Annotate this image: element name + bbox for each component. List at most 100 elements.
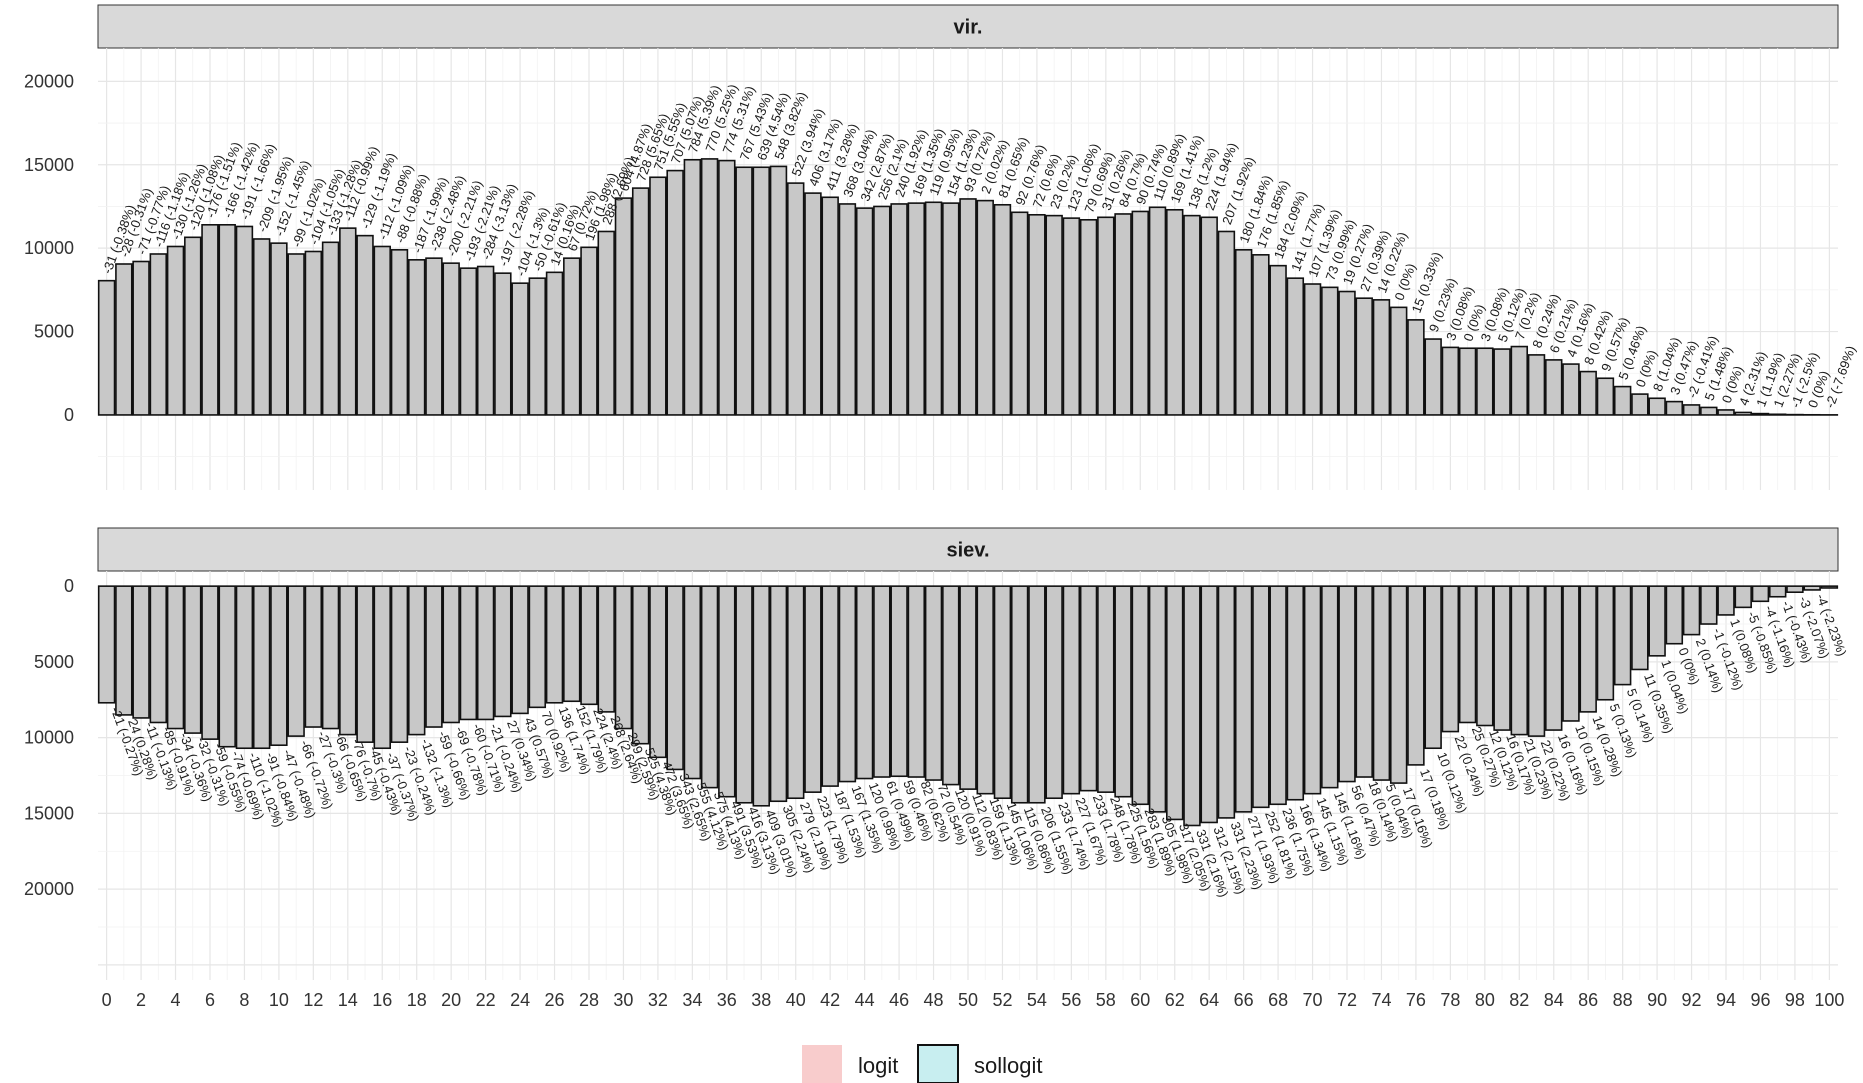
x-tick-label: 46	[889, 990, 909, 1010]
bar	[356, 234, 374, 416]
bar	[115, 263, 133, 416]
x-tick-label: 84	[1544, 990, 1564, 1010]
bar	[1717, 585, 1735, 616]
bar	[1820, 585, 1839, 589]
bar	[1010, 211, 1029, 416]
bar	[873, 205, 891, 416]
x-tick-label: 38	[751, 990, 771, 1010]
y-tick-label: 0	[64, 405, 74, 425]
bar	[907, 202, 926, 416]
bar	[580, 585, 598, 706]
bar	[1665, 585, 1684, 645]
bar	[993, 585, 1012, 800]
bar	[321, 241, 340, 416]
bar	[270, 585, 288, 747]
bar	[907, 585, 926, 778]
strip-siev-background	[97, 527, 1839, 572]
bar	[1562, 363, 1580, 416]
x-tick-label: 76	[1406, 990, 1426, 1010]
x-tick-label: 26	[545, 990, 565, 1010]
legend: logit sollogit	[802, 1044, 1042, 1083]
bar	[1045, 214, 1063, 416]
x-tick-label: 4	[171, 990, 181, 1010]
bar	[1407, 585, 1425, 766]
bar	[1286, 585, 1305, 801]
bar	[718, 159, 736, 416]
x-tick-label: 16	[372, 990, 392, 1010]
bars-siev	[97, 585, 1839, 827]
bar	[1596, 377, 1615, 416]
bar	[924, 201, 943, 416]
bar	[1303, 585, 1322, 795]
bar	[1183, 214, 1201, 416]
bar	[1631, 585, 1649, 671]
x-tick-label: 94	[1716, 990, 1736, 1010]
bar	[1579, 370, 1597, 416]
bar	[304, 250, 323, 416]
bar	[1579, 585, 1597, 713]
x-tick-label: 56	[1061, 990, 1081, 1010]
bar	[494, 272, 512, 416]
x-tick-label: 80	[1475, 990, 1495, 1010]
bar	[1682, 585, 1701, 636]
bar	[373, 585, 391, 750]
bars-vir	[97, 158, 1839, 416]
bar	[97, 585, 116, 704]
bar	[563, 585, 581, 703]
bar	[1269, 264, 1287, 416]
bar	[1545, 359, 1563, 416]
x-tick-label: 58	[1096, 990, 1116, 1010]
x-tick-label: 66	[1234, 990, 1254, 1010]
bar	[1252, 254, 1270, 416]
bar	[821, 585, 839, 787]
bar	[1338, 585, 1356, 783]
bar	[1768, 585, 1787, 598]
bar	[1389, 306, 1408, 416]
bar	[425, 257, 443, 416]
bar	[890, 203, 908, 416]
bar	[1114, 585, 1132, 798]
bar	[838, 203, 857, 416]
bar	[1079, 585, 1098, 792]
bar	[1700, 406, 1718, 416]
bar	[683, 585, 702, 780]
x-tick-label: 42	[820, 990, 840, 1010]
x-tick-label: 64	[1199, 990, 1219, 1010]
bar	[1355, 585, 1373, 778]
bar	[649, 585, 667, 759]
bar	[1303, 283, 1322, 416]
bar	[166, 585, 185, 730]
y-tick-label: 0	[64, 576, 74, 596]
bar	[1372, 299, 1391, 416]
bar	[890, 585, 908, 778]
x-tick-label: 68	[1268, 990, 1288, 1010]
bar	[1010, 585, 1029, 804]
x-tick-label: 18	[407, 990, 427, 1010]
x-tick-label: 78	[1440, 990, 1460, 1010]
bar	[235, 585, 254, 750]
legend-label-logit: logit	[858, 1053, 898, 1078]
bar	[769, 585, 788, 803]
bar	[1665, 400, 1684, 416]
x-tick-label: 62	[1165, 990, 1185, 1010]
x-tick-label: 48	[924, 990, 944, 1010]
y-tick-label: 5000	[34, 322, 74, 342]
bar	[184, 585, 202, 734]
bar	[235, 225, 254, 416]
x-tick-label: 100	[1814, 990, 1844, 1010]
y-tick-label: 5000	[34, 652, 74, 672]
x-tick-label: 0	[102, 990, 112, 1010]
bar	[1286, 277, 1305, 416]
legend-key-sollogit[interactable]	[917, 1044, 959, 1083]
bar	[1148, 206, 1167, 416]
bar	[1217, 585, 1236, 819]
bar	[804, 585, 822, 793]
y-tick-label: 15000	[24, 155, 74, 175]
bar	[649, 176, 667, 416]
legend-key-logit[interactable]	[802, 1045, 842, 1083]
bar	[1493, 348, 1511, 416]
x-tick-label: 96	[1750, 990, 1770, 1010]
bar	[390, 249, 409, 416]
bar	[1097, 585, 1115, 793]
